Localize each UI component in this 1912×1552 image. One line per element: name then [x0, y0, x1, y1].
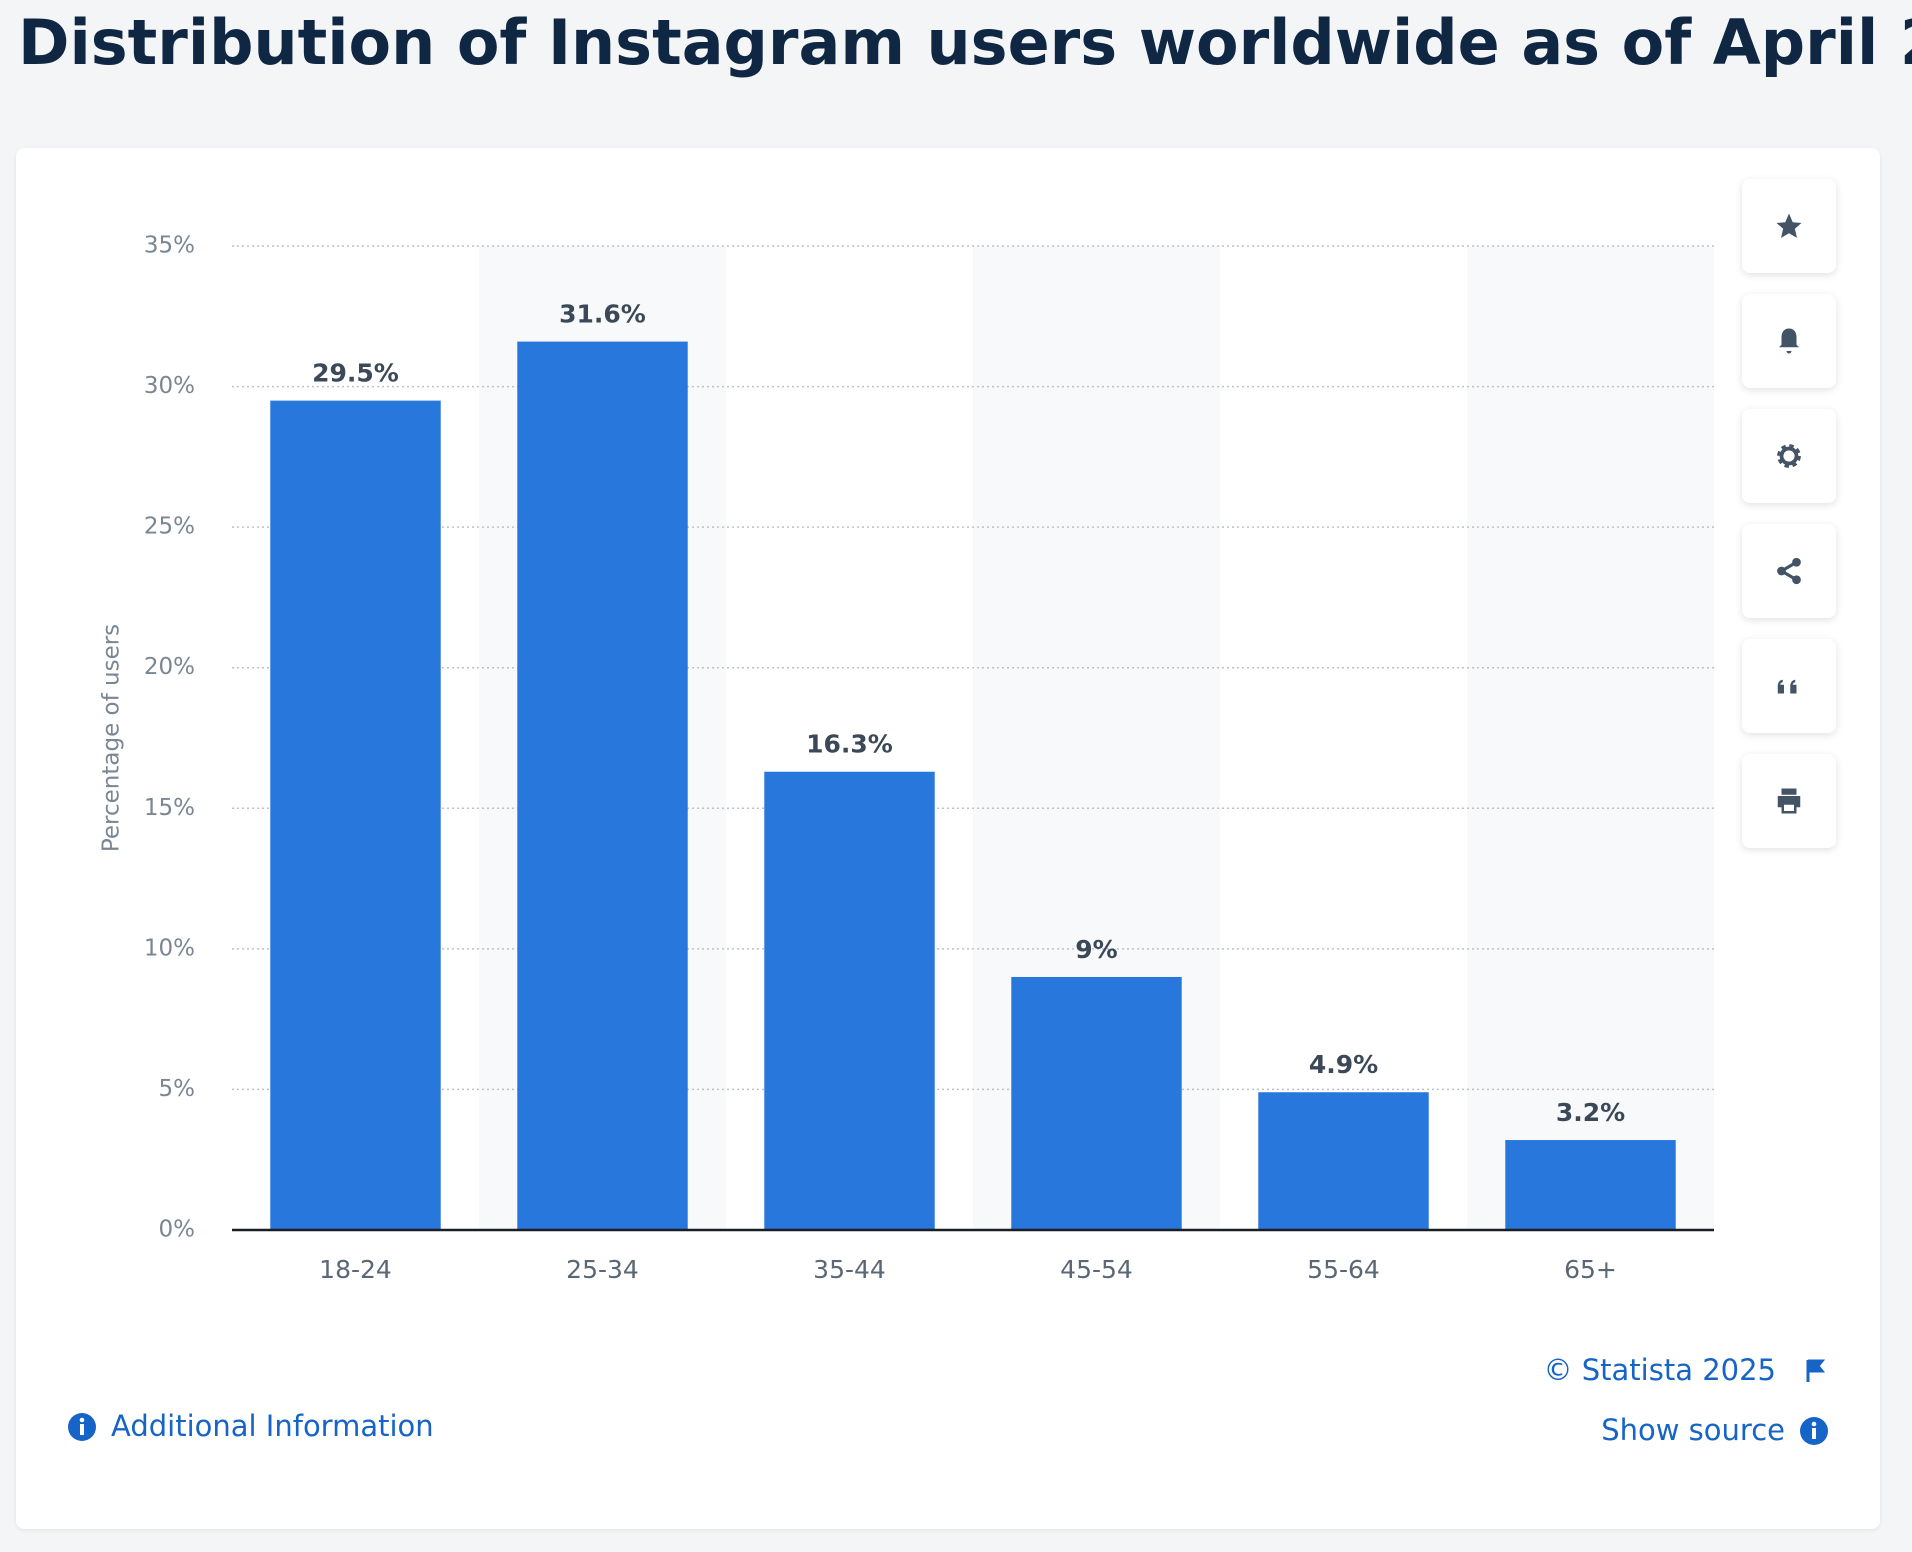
page-title: Distribution of Instagram users worldwid…	[18, 6, 1912, 79]
notification-button[interactable]	[1742, 294, 1836, 388]
gear-icon	[1777, 444, 1801, 468]
band-shade	[1467, 246, 1714, 1230]
bar	[517, 341, 688, 1230]
bell-icon	[1779, 328, 1799, 354]
flag-icon[interactable]	[1804, 1358, 1826, 1384]
y-tick-label: 5%	[159, 1076, 196, 1102]
y-tick-label: 20%	[144, 654, 195, 680]
share-icon	[1777, 557, 1801, 585]
copyright-link[interactable]: © Statista 2025	[1543, 1353, 1776, 1387]
settings-button[interactable]	[1742, 409, 1836, 503]
show-source-link[interactable]: Show source	[1601, 1413, 1785, 1447]
additional-info-link[interactable]: Additional Information	[111, 1409, 434, 1443]
bar	[270, 400, 441, 1231]
data-label: 29.5%	[312, 359, 399, 388]
bar	[764, 771, 935, 1230]
x-tick-label: 18-24	[319, 1255, 392, 1284]
data-label: 16.3%	[806, 730, 893, 759]
x-tick-label: 55-64	[1307, 1255, 1380, 1284]
info-icon	[1800, 1417, 1828, 1445]
y-tick-label: 15%	[144, 795, 195, 821]
y-tick-label: 10%	[144, 935, 195, 961]
print-icon	[1777, 788, 1801, 814]
print-button[interactable]	[1742, 754, 1836, 848]
x-tick-label: 65+	[1564, 1255, 1617, 1284]
info-icon	[68, 1413, 96, 1441]
x-tick-label: 25-34	[566, 1255, 639, 1284]
data-label: 3.2%	[1556, 1098, 1625, 1127]
bar	[1505, 1140, 1676, 1230]
y-tick-label: 35%	[144, 233, 195, 259]
y-tick-label: 30%	[144, 373, 195, 399]
bar	[1258, 1092, 1429, 1230]
data-label: 31.6%	[559, 300, 646, 329]
data-label: 9%	[1075, 935, 1117, 964]
x-tick-label: 35-44	[813, 1255, 886, 1284]
quote-icon	[1777, 679, 1797, 694]
favorite-button[interactable]	[1742, 179, 1836, 273]
y-tick-label: 25%	[144, 514, 195, 540]
star-icon	[1776, 213, 1802, 238]
data-label: 4.9%	[1309, 1050, 1378, 1079]
x-tick-label: 45-54	[1060, 1255, 1133, 1284]
y-tick-label: 0%	[159, 1217, 196, 1243]
cite-button[interactable]	[1742, 639, 1836, 733]
bar	[1011, 976, 1182, 1230]
y-axis-label: Percentage of users	[99, 624, 125, 852]
share-button[interactable]	[1742, 524, 1836, 618]
